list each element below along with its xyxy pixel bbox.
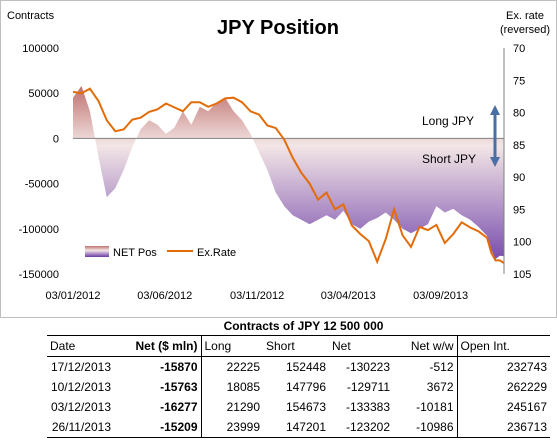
cell-date: 10/12/2013 bbox=[50, 380, 111, 394]
jpy-position-chart: JPY Position Contracts Ex. rate (reverse… bbox=[7, 10, 550, 302]
cell-long: 21290 bbox=[226, 400, 260, 414]
short-jpy-label: Short JPY bbox=[422, 152, 476, 166]
table-title: Contracts of JPY 12 500 000 bbox=[223, 319, 384, 333]
y-right-tick-label: 75 bbox=[513, 75, 525, 87]
y-right-tick-label: 80 bbox=[513, 108, 525, 120]
cell-net-mln: -16277 bbox=[125, 397, 202, 417]
y-left-tick-label: 0 bbox=[53, 133, 59, 145]
cell-short: 147201 bbox=[263, 417, 329, 438]
positions-table: Date Net ($ mln) Long Short Net Net w/w … bbox=[47, 335, 550, 438]
double-arrow-icon bbox=[490, 105, 500, 167]
cell-net-ww: 3672 bbox=[393, 377, 458, 397]
table-row: 26/11/2013 -15209 23999 147201 -123202 -… bbox=[47, 417, 550, 438]
legend: NET Pos Ex.Rate bbox=[85, 246, 236, 259]
y-right-axis-title-line1: Ex. rate bbox=[506, 10, 544, 22]
x-tick-labels: 03/01/2012 03/06/2012 03/11/2012 03/04/2013… bbox=[45, 290, 468, 302]
cell-short: 152448 bbox=[285, 360, 326, 374]
header-short: Short bbox=[263, 335, 329, 357]
x-tick-label: 03/11/2012 bbox=[230, 290, 284, 302]
legend-area-label: NET Pos bbox=[113, 247, 157, 259]
cell-open-int: 236713 bbox=[457, 417, 550, 438]
header-date: Date bbox=[47, 335, 125, 357]
cell-open-int: 245167 bbox=[506, 400, 547, 414]
cell-net: -129711 bbox=[346, 380, 390, 394]
y-left-axis-title: Contracts bbox=[7, 10, 55, 22]
table-row: 17/12/2013 -15870 22225 152448 -130223 -… bbox=[47, 356, 550, 377]
x-tick-label: 03/01/2012 bbox=[45, 290, 100, 302]
y-left-tick-label: 100000 bbox=[22, 43, 59, 55]
header-net: Net bbox=[329, 335, 393, 357]
x-tick-label: 03/06/2012 bbox=[137, 290, 192, 302]
cell-net-mln: -15209 bbox=[125, 417, 202, 438]
cell-net-ww: -10181 bbox=[393, 397, 458, 417]
y-right-tick-label: 70 bbox=[513, 43, 525, 55]
cell-net: -123202 bbox=[329, 417, 393, 438]
x-tick-label: 03/04/2013 bbox=[321, 290, 376, 302]
header-open-int: Open Int. bbox=[457, 335, 550, 357]
cell-short: 154673 bbox=[285, 400, 326, 414]
cell-date: 26/11/2013 bbox=[47, 417, 125, 438]
y-right-axis-title-line2: (reversed) bbox=[500, 24, 550, 36]
legend-line-label: Ex.Rate bbox=[197, 247, 236, 259]
header-net-mln: Net ($ mln) bbox=[125, 335, 202, 357]
long-jpy-label: Long JPY bbox=[422, 114, 474, 128]
y-right-tick-label: 105 bbox=[513, 269, 531, 281]
cell-date: 03/12/2013 bbox=[50, 400, 111, 414]
cell-net-mln: -15870 bbox=[125, 356, 202, 377]
y-left-tick-label: -150000 bbox=[19, 269, 59, 281]
cell-date: 17/12/2013 bbox=[50, 360, 111, 374]
cell-open-int: 262229 bbox=[506, 380, 547, 394]
cell-short: 147796 bbox=[285, 380, 326, 394]
ex-rate-line bbox=[72, 87, 505, 265]
table-row: 03/12/2013 -16277 21290 154673 -133383 -… bbox=[47, 397, 550, 417]
cell-long: 22225 bbox=[226, 360, 260, 374]
cell-net-ww: -512 bbox=[393, 356, 458, 377]
table-row: 10/12/2013 -15763 18085 147796 -129711 3… bbox=[47, 377, 550, 397]
cell-net-ww: -10986 bbox=[393, 417, 458, 438]
y-right-tick-labels: 70 75 80 85 90 95 100 105 bbox=[513, 43, 531, 281]
positions-table-section: Contracts of JPY 12 500 000 Date Net ($ … bbox=[47, 318, 550, 438]
chart-container: JPY Position Contracts Ex. rate (reverse… bbox=[0, 0, 557, 318]
y-right-tick-label: 95 bbox=[513, 204, 525, 216]
cell-net: -133383 bbox=[345, 400, 390, 414]
y-right-tick-label: 90 bbox=[513, 172, 525, 184]
legend-area-swatch bbox=[85, 246, 109, 257]
table-header-row: Date Net ($ mln) Long Short Net Net w/w … bbox=[47, 335, 550, 357]
y-left-tick-label: -50000 bbox=[25, 179, 59, 191]
y-left-tick-label: 50000 bbox=[28, 88, 59, 100]
y-left-tick-label: -100000 bbox=[19, 224, 59, 236]
cell-net: -130223 bbox=[345, 360, 390, 374]
y-right-tick-label: 85 bbox=[513, 140, 525, 152]
cell-net-mln: -15763 bbox=[125, 377, 202, 397]
x-tick-label: 03/09/2013 bbox=[413, 290, 468, 302]
cell-open-int: 232743 bbox=[506, 360, 547, 374]
cell-long: 18085 bbox=[226, 380, 260, 394]
y-left-tick-labels: 100000 50000 0 -50000 -100000 -150000 bbox=[19, 43, 59, 281]
header-net-ww: Net w/w bbox=[393, 335, 458, 357]
cell-long: 23999 bbox=[201, 417, 263, 438]
y-right-tick-label: 100 bbox=[513, 237, 531, 249]
chart-title: JPY Position bbox=[217, 17, 339, 39]
header-long: Long bbox=[201, 335, 263, 357]
